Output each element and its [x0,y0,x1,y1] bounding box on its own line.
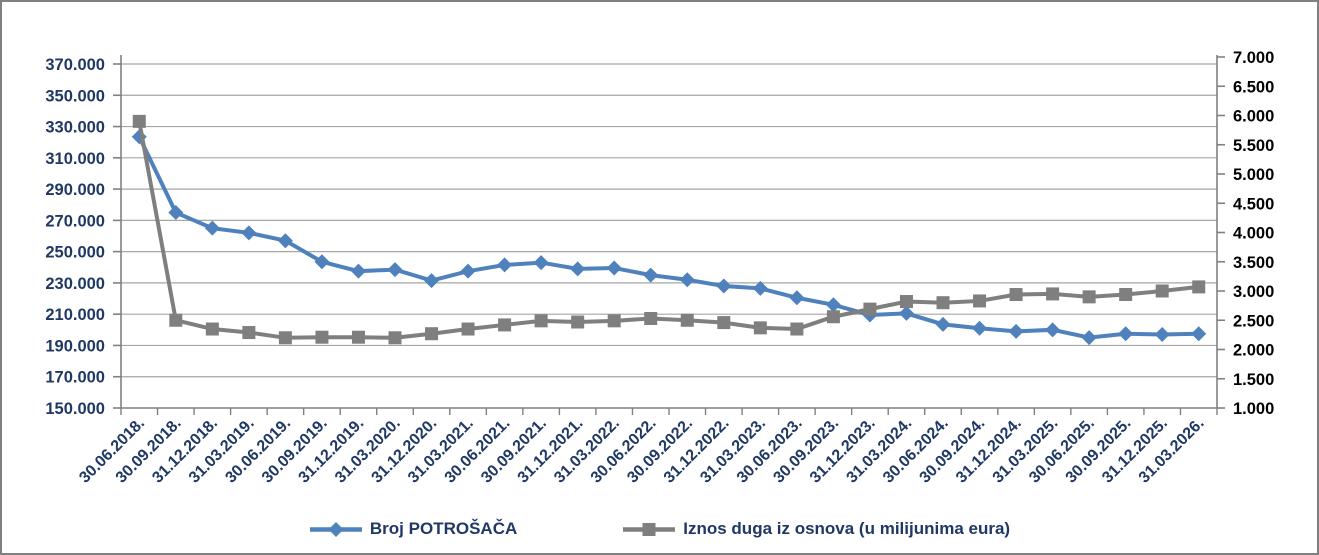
data-point-square [753,321,767,335]
data-point-square [461,322,475,336]
series-line-broj-potrosaca [137,135,1199,340]
data-point-square [169,313,183,327]
data-point-diamond [424,273,440,289]
y-tick-label-right: 4.500 [1233,195,1274,213]
data-point-diamond [606,260,622,276]
data-point-square [205,322,219,336]
data-point-square [973,294,987,308]
data-point-diamond [350,263,366,279]
data-point-square [607,314,621,328]
data-point-square [790,322,804,336]
data-point-diamond [314,254,330,270]
legend-marker-square-icon [623,522,676,536]
y-tick-label-right: 4.000 [1233,225,1274,243]
data-point-diamond [460,263,476,279]
y-tick-label-left: 330.000 [45,119,105,137]
y-tick-label-right: 7.000 [1233,49,1274,67]
data-point-square [1192,280,1206,294]
y-tick-label-left: 310.000 [45,150,105,168]
data-point-diamond [204,220,220,236]
data-point-diamond [241,225,257,241]
data-point-square [498,318,512,332]
data-point-square [644,311,658,325]
y-tick-label-left: 170.000 [45,369,105,387]
data-point-square [863,302,877,316]
data-point-square [1155,284,1169,298]
data-point-square [1082,290,1096,304]
data-point-square [1119,288,1133,302]
y-tick-label-left: 350.000 [45,87,105,105]
data-point-square [278,331,292,345]
data-point-diamond [679,272,695,288]
series-line-iznos-duga [137,120,1199,340]
data-point-diamond [752,280,768,296]
y-tick-label-right: 1.000 [1233,400,1274,418]
data-point-diamond [972,320,988,336]
legend-item-broj-potrosaca: Broj POTROŠAČA [309,519,517,539]
data-point-square [132,114,146,128]
data-point-square [242,326,256,340]
data-point-square [315,330,329,344]
y-tick-label-right: 2.000 [1233,342,1274,360]
data-point-diamond [533,255,549,271]
y-tick-label-right: 2.500 [1233,312,1274,330]
data-point-diamond [168,205,184,221]
data-point-diamond [935,316,951,332]
data-point-diamond [789,290,805,306]
data-point-square [425,327,439,341]
data-point-diamond [497,257,513,273]
data-point-square [351,330,365,344]
data-point-diamond [898,305,914,321]
data-point-diamond [1045,322,1061,338]
data-point-square [571,315,585,329]
y-tick-label-left: 370.000 [45,56,105,74]
y-tick-label-left: 230.000 [45,275,105,293]
legend-marker-diamond-icon [309,521,362,537]
y-tick-label-left: 270.000 [45,212,105,230]
legend: Broj POTROŠAČA Iznos duga iz osnova (u m… [2,519,1317,539]
y-tick-label-right: 6.000 [1233,108,1274,126]
data-point-square [717,316,731,330]
y-tick-label-left: 210.000 [45,306,105,324]
legend-item-label: Iznos duga iz osnova (u milijunima eura) [683,519,1011,538]
y-tick-label-left: 290.000 [45,181,105,199]
y-tick-label-left: 190.000 [45,337,105,355]
data-point-diamond [387,262,403,278]
y-tick-label-right: 3.000 [1233,283,1274,301]
data-point-diamond [1154,327,1170,343]
data-point-diamond [1081,330,1097,346]
data-point-diamond [570,261,586,277]
data-point-diamond [1191,326,1207,342]
y-tick-label-right: 3.500 [1233,254,1274,272]
data-point-square [936,296,950,310]
y-tick-label-right: 5.000 [1233,166,1274,184]
data-point-square [534,314,548,328]
data-point-diamond [1118,326,1134,342]
y-tick-label-left: 250.000 [45,244,105,262]
data-point-diamond [643,267,659,283]
y-tick-label-right: 5.500 [1233,137,1274,155]
y-tick-label-right: 1.500 [1233,371,1274,389]
data-point-diamond [277,233,293,249]
y-tick-label-right: 6.500 [1233,78,1274,96]
data-point-square [899,295,913,309]
data-point-diamond [825,297,841,313]
data-point-square [1009,288,1023,302]
data-point-square [826,310,840,324]
data-point-square [1046,287,1060,301]
y-tick-label-left: 150.000 [45,400,105,418]
data-point-square [680,313,694,327]
legend-item-label: Broj POTROŠAČA [369,519,518,538]
data-point-square [388,331,402,345]
data-point-diamond [716,278,732,294]
legend-item-iznos-duga: Iznos duga iz osnova (u milijunima eura) [622,519,1010,539]
data-point-diamond [1008,323,1024,339]
